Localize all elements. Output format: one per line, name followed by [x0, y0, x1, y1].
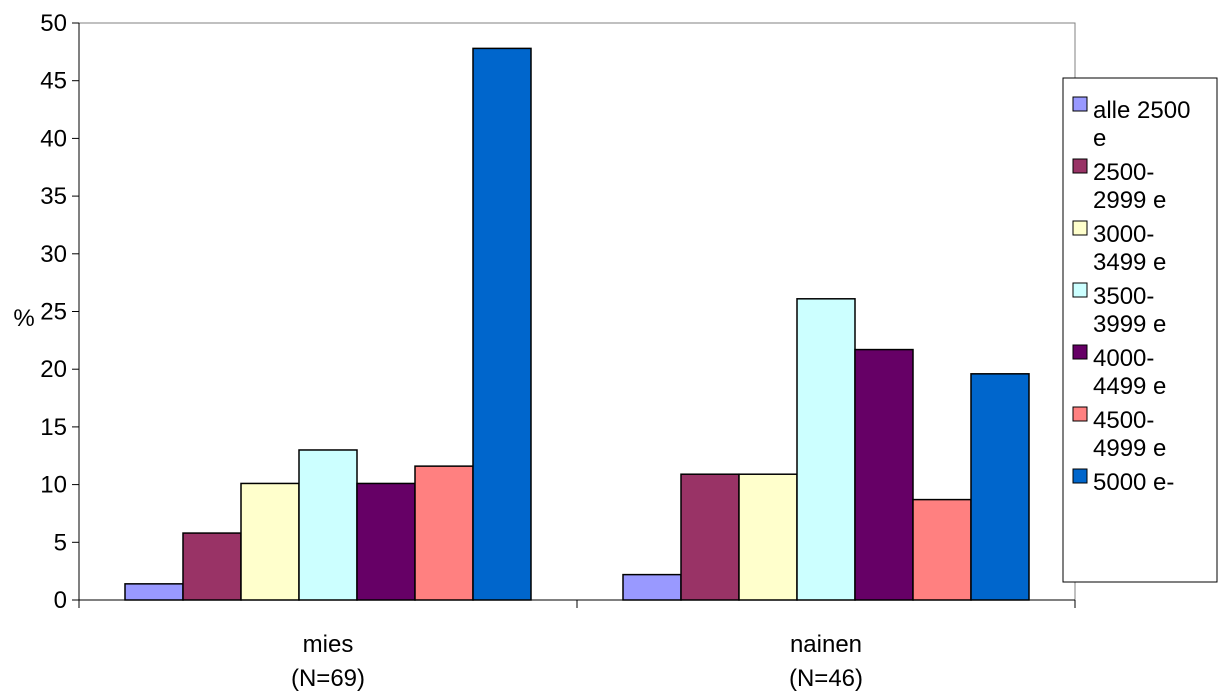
- y-tick-label: 50: [40, 10, 67, 37]
- y-tick-label: 30: [40, 241, 67, 268]
- x-category-label: (N=46): [789, 665, 863, 692]
- y-axis-label: %: [13, 305, 34, 332]
- bar: [796, 298, 856, 601]
- legend-label: 3500-: [1093, 283, 1154, 310]
- legend-swatch: [1072, 344, 1088, 360]
- legend-label: 2999 e: [1093, 187, 1166, 214]
- x-axis: mies (N=69) nainen (N=46): [78, 599, 1076, 692]
- legend-box: [1062, 77, 1218, 583]
- y-tick-label: 35: [40, 183, 67, 210]
- legend-swatch: [1072, 220, 1088, 236]
- legend-swatch: [1072, 158, 1088, 174]
- legend-label: 2500-: [1093, 159, 1154, 186]
- y-tick-label: 20: [40, 356, 67, 383]
- y-tick-label: 25: [40, 299, 67, 326]
- y-tick-label: 5: [54, 529, 67, 556]
- legend-label: e: [1093, 125, 1106, 152]
- x-category-label: nainen: [790, 631, 862, 658]
- bar: [472, 47, 532, 601]
- bar: [298, 449, 358, 601]
- legend-swatch: [1072, 468, 1088, 484]
- x-category-label: mies: [303, 631, 354, 658]
- bar: [680, 473, 740, 601]
- legend-label: 3499 e: [1093, 249, 1166, 276]
- legend-label: 4000-: [1093, 345, 1154, 372]
- bar: [356, 482, 416, 601]
- y-tick-label: 45: [40, 68, 67, 95]
- x-category-label: (N=69): [291, 665, 365, 692]
- legend-label: 3000-: [1093, 221, 1154, 248]
- bar: [912, 498, 972, 601]
- bar: [970, 373, 1030, 601]
- legend-swatch: [1072, 406, 1088, 422]
- bars-group: [124, 47, 1030, 601]
- legend-swatch: [1072, 96, 1088, 112]
- y-tick-label: 10: [40, 472, 67, 499]
- y-axis: 0 5 10 15 20 25 30 35 40 45 50: [40, 10, 80, 614]
- bar: [182, 532, 242, 601]
- legend-label: 3999 e: [1093, 311, 1166, 338]
- bar: [124, 583, 184, 601]
- y-tick-label: 15: [40, 414, 67, 441]
- legend-label: alle 2500: [1093, 97, 1190, 124]
- bar: [738, 473, 798, 601]
- legend-label: 4499 e: [1093, 373, 1166, 400]
- legend-label: 5000 e-: [1093, 469, 1174, 496]
- legend-swatch: [1072, 282, 1088, 298]
- bar: [240, 482, 300, 601]
- y-tick-label: 40: [40, 125, 67, 152]
- y-tick-label: 0: [54, 587, 67, 614]
- bar: [854, 348, 914, 601]
- bar: [414, 465, 474, 601]
- bar: [622, 573, 682, 601]
- legend-label: 4999 e: [1093, 435, 1166, 462]
- legend-label: 4500-: [1093, 407, 1154, 434]
